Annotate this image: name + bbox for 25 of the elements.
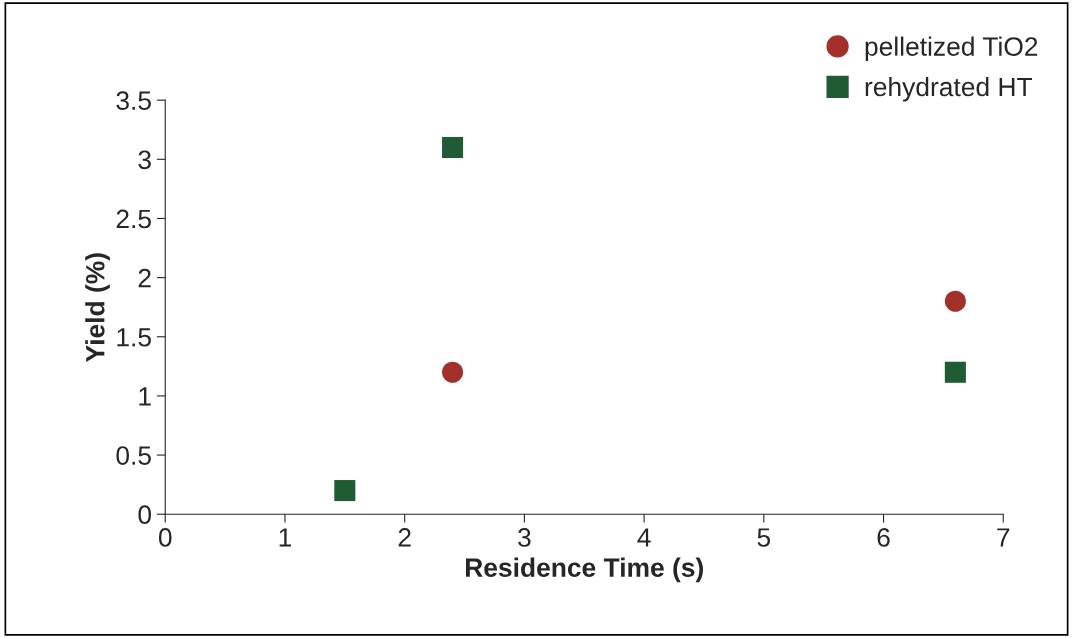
point <box>944 290 966 312</box>
y-tick-label: 1.5 <box>117 328 151 347</box>
y-tick-label: 0.5 <box>116 446 151 465</box>
point <box>442 136 464 159</box>
y-tick-label: 3.5 <box>116 91 151 110</box>
x-axis-title: Residence Time (s) <box>466 557 703 583</box>
x-tick-label: 2 <box>398 528 411 547</box>
x-tick-label: 6 <box>877 528 890 547</box>
y-axis-title: Yield (%) <box>85 253 110 362</box>
y-tick-label: 1 <box>139 387 151 406</box>
x-tick-label: 7 <box>997 528 1010 547</box>
y-tick-label: 0 <box>138 505 152 525</box>
x-tick-label: 0 <box>158 528 172 547</box>
point <box>334 480 356 502</box>
x-tick-label: 5 <box>757 528 771 547</box>
x-tick-label: 3 <box>518 528 531 547</box>
y-tick-label: 3 <box>138 150 151 170</box>
y-tick-label: 2.5 <box>116 209 151 229</box>
legend-label: pelletized TiO2 <box>865 36 1038 62</box>
legend-label: rehydrated HT <box>865 76 1033 102</box>
y-tick-label: 2 <box>138 268 151 288</box>
point <box>442 361 464 383</box>
x-tick-label: 4 <box>637 528 651 547</box>
x-tick-label: 1 <box>279 528 292 547</box>
point <box>944 361 966 383</box>
